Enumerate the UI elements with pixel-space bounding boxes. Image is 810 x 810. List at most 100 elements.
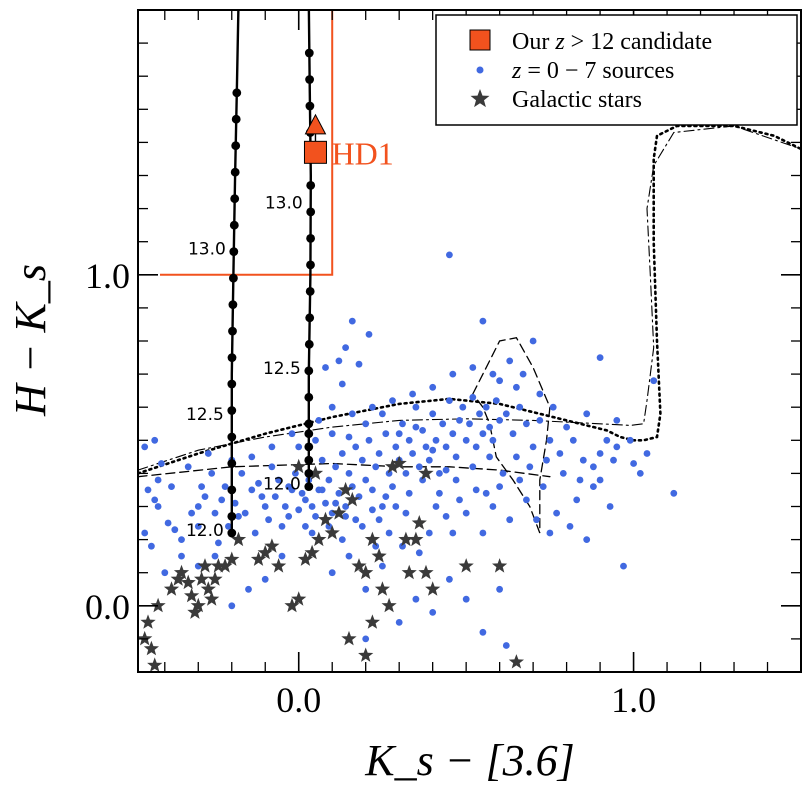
z-source-point xyxy=(369,506,376,514)
z-source-point xyxy=(312,513,319,520)
z-source-point xyxy=(610,456,617,464)
z-source-point xyxy=(392,503,400,510)
galactic-star-point xyxy=(418,564,434,580)
z-source-point xyxy=(251,529,259,537)
left-track-dot xyxy=(232,88,242,98)
z-source-point xyxy=(496,585,503,593)
galactic-star-point xyxy=(311,531,327,547)
left-track-dot xyxy=(227,353,237,362)
selection-box xyxy=(160,10,334,276)
z-source-point xyxy=(198,483,206,490)
z-source-point xyxy=(523,496,530,504)
z-source-point xyxy=(265,516,272,524)
right-track-dot xyxy=(304,48,314,58)
galactic-star-point xyxy=(418,465,434,480)
z-source-point xyxy=(606,503,614,510)
z-source-point xyxy=(425,456,433,464)
z-source-point xyxy=(442,466,450,474)
z-source-point xyxy=(415,463,423,471)
z-source-point xyxy=(338,450,346,457)
z-source-point xyxy=(238,470,246,477)
z-source-point xyxy=(365,331,373,338)
galactic-star-point xyxy=(163,581,180,596)
z-source-point xyxy=(563,423,570,431)
galactic-star-point xyxy=(291,591,307,606)
z-source-point xyxy=(405,436,413,444)
z-source-point xyxy=(325,476,333,484)
z-source-point xyxy=(546,436,554,444)
z-source-point xyxy=(583,536,591,543)
galactic-star-point xyxy=(187,604,203,619)
galactic-star-point xyxy=(170,571,186,586)
z-source-point xyxy=(543,456,550,464)
z-source-point xyxy=(342,513,349,520)
z-source-point xyxy=(345,433,353,441)
galactic-star-point xyxy=(257,544,273,560)
z-source-point xyxy=(271,493,279,500)
z-source-point xyxy=(194,523,202,530)
z-source-point xyxy=(425,529,433,537)
template-curve-dotted xyxy=(138,124,801,475)
galactic-star-point xyxy=(138,630,153,646)
galactic-star-point xyxy=(264,538,280,553)
z-source-point xyxy=(248,453,256,461)
z-source-point xyxy=(258,493,266,500)
z-source-point xyxy=(549,403,557,411)
z-source-point xyxy=(362,635,370,643)
candidate-label: HD1 xyxy=(331,135,393,171)
z-source-point xyxy=(499,470,507,477)
z-source-point xyxy=(171,526,179,534)
z-source-point xyxy=(446,251,453,259)
z-source-point xyxy=(245,585,252,593)
z-source-point xyxy=(466,420,473,428)
z-source-point xyxy=(650,377,658,385)
z-source-point xyxy=(332,463,339,471)
z-source-point xyxy=(526,463,534,471)
right-track-dot xyxy=(304,469,314,478)
galactic-star-point xyxy=(458,558,474,573)
z-source-point xyxy=(275,476,282,484)
z-source-point xyxy=(472,443,480,451)
galactic-star-point xyxy=(284,597,300,613)
z-source-point xyxy=(154,503,162,510)
galactic-star-point xyxy=(384,458,401,474)
z-source-point xyxy=(328,430,336,438)
z-source-point xyxy=(429,446,437,454)
galactic-star-point xyxy=(364,531,380,547)
z-source-point xyxy=(492,397,500,404)
x-tick-label: 1.0 xyxy=(611,680,656,720)
candidate-marker xyxy=(303,140,327,164)
legend-star-label: Galactic stars xyxy=(512,87,642,113)
z-source-point xyxy=(553,509,560,517)
z-source-point xyxy=(342,344,349,351)
galactic-star-point xyxy=(338,481,354,497)
z-source-point xyxy=(449,430,457,438)
z-source-point xyxy=(292,470,299,477)
right-track-dot xyxy=(304,482,314,491)
galactic-star-point xyxy=(317,511,334,527)
z-source-point xyxy=(338,536,346,543)
galactic-star-point xyxy=(230,531,247,547)
z-source-point xyxy=(446,397,453,404)
z-source-point xyxy=(261,575,269,583)
galactic-star-point xyxy=(425,581,441,596)
z-source-point xyxy=(409,390,416,398)
z-source-point xyxy=(225,523,232,530)
left-track-dot xyxy=(227,432,237,442)
left-track-dot xyxy=(227,512,237,521)
z-source-point xyxy=(482,489,490,497)
z-source-point xyxy=(362,476,370,484)
galactic-star-point xyxy=(508,654,524,669)
left-track-magnitude-label: 13.0 xyxy=(188,240,226,260)
right-track-dot xyxy=(304,455,314,465)
z-source-point xyxy=(569,436,577,444)
z-source-point xyxy=(328,569,336,577)
z-source-point xyxy=(489,436,497,444)
z-source-point xyxy=(402,470,410,477)
z-source-point xyxy=(509,430,517,438)
z-source-point xyxy=(630,460,637,467)
z-source-point xyxy=(379,503,386,510)
z-source-point xyxy=(486,423,493,431)
galactic-star-point xyxy=(344,491,360,507)
z-source-point xyxy=(402,509,410,517)
